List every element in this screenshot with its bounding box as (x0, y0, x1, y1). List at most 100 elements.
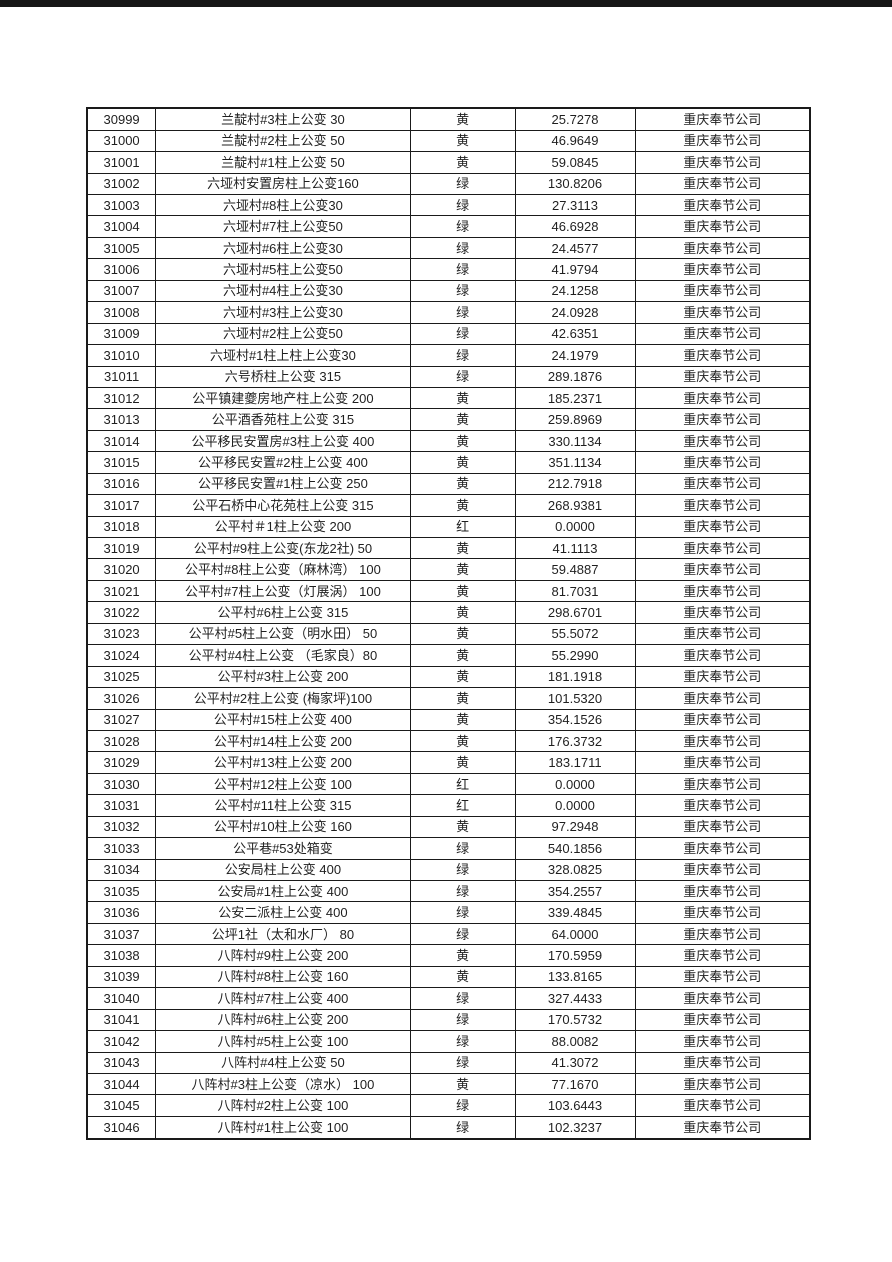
company-cell: 重庆奉节公司 (634, 922, 811, 946)
name-cell: 八阵村#1柱上公变 100 (155, 1115, 411, 1140)
status-cell: 绿 (409, 215, 516, 238)
id-cell: 31031 (86, 794, 157, 817)
value-cell: 55.2990 (514, 644, 636, 667)
table-row: 31046 八阵村#1柱上公变 100 绿 102.3237 重庆奉节公司 (86, 1115, 811, 1140)
table-row: 31032 公平村#10柱上公变 160 黄 97.2948 重庆奉节公司 (86, 815, 811, 839)
status-cell: 绿 (409, 1094, 516, 1117)
table-row: 31009 六垭村#2柱上公变50 绿 42.6351 重庆奉节公司 (86, 322, 811, 346)
table-row: 31027 公平村#15柱上公变 400 黄 354.1526 重庆奉节公司 (86, 708, 811, 731)
status-cell: 黄 (409, 558, 516, 581)
value-cell: 298.6701 (514, 601, 636, 624)
name-cell: 公平巷#53处箱变 (155, 837, 411, 860)
table-row: 31011 六号桥柱上公变 315 绿 289.1876 重庆奉节公司 (86, 365, 811, 388)
table-row: 31001 兰靛村#1柱上公变 50 黄 59.0845 重庆奉节公司 (86, 151, 811, 174)
id-cell: 31025 (86, 665, 157, 689)
id-cell: 31034 (86, 858, 157, 882)
company-cell: 重庆奉节公司 (634, 107, 811, 131)
table-row: 31016 公平移民安置#1柱上公变 250 黄 212.7918 重庆奉节公司 (86, 472, 811, 496)
status-cell: 黄 (409, 1072, 516, 1096)
company-cell: 重庆奉节公司 (634, 815, 811, 839)
value-cell: 59.4887 (514, 558, 636, 581)
table-row: 31013 公平酒香苑柱上公变 315 黄 259.8969 重庆奉节公司 (86, 408, 811, 431)
table-row: 31019 公平村#9柱上公变(东龙2社) 50 黄 41.1113 重庆奉节公司 (86, 537, 811, 560)
value-cell: 41.9794 (514, 258, 636, 281)
company-cell: 重庆奉节公司 (634, 258, 811, 281)
company-cell: 重庆奉节公司 (634, 279, 811, 303)
value-cell: 133.8165 (514, 965, 636, 989)
table-row: 31015 公平移民安置#2柱上公变 400 黄 351.1134 重庆奉节公司 (86, 451, 811, 474)
company-cell: 重庆奉节公司 (634, 1051, 811, 1074)
value-cell: 24.1979 (514, 344, 636, 367)
status-cell: 绿 (409, 344, 516, 367)
status-cell: 红 (409, 794, 516, 817)
table-row: 31033 公平巷#53处箱变绿 540.1856 重庆奉节公司 (86, 837, 811, 860)
value-cell: 46.9649 (514, 129, 636, 153)
value-cell: 25.7278 (514, 107, 636, 131)
table-row: 31004 六垭村#7柱上公变50 绿 46.6928 重庆奉节公司 (86, 215, 811, 238)
id-cell: 31010 (86, 344, 157, 367)
status-cell: 黄 (409, 751, 516, 774)
company-cell: 重庆奉节公司 (634, 386, 811, 410)
table-row: 31042 八阵村#5柱上公变 100 绿 88.0082 重庆奉节公司 (86, 1030, 811, 1053)
id-cell: 31003 (86, 194, 157, 217)
table-row: 31030 公平村#12柱上公变 100 红 0.0000 重庆奉节公司 (86, 772, 811, 796)
value-cell: 55.5072 (514, 622, 636, 646)
company-cell: 重庆奉节公司 (634, 622, 811, 646)
id-cell: 31037 (86, 922, 157, 946)
status-cell: 绿 (409, 322, 516, 346)
company-cell: 重庆奉节公司 (634, 880, 811, 903)
table-row: 31034 公安局柱上公变 400 绿 328.0825 重庆奉节公司 (86, 858, 811, 882)
table-row: 31022 公平村#6柱上公变 315 黄 298.6701 重庆奉节公司 (86, 601, 811, 624)
status-cell: 绿 (409, 987, 516, 1010)
table-row: 31023 公平村#5柱上公变（明水田） 50 黄 55.5072 重庆奉节公司 (86, 622, 811, 646)
status-cell: 黄 (409, 429, 516, 453)
company-cell: 重庆奉节公司 (634, 944, 811, 967)
status-cell: 黄 (409, 729, 516, 753)
id-cell: 31011 (86, 365, 157, 388)
status-cell: 黄 (409, 815, 516, 839)
status-cell: 黄 (409, 386, 516, 410)
value-cell: 24.4577 (514, 236, 636, 260)
table-row: 31002 六垭村安置房柱上公变160 绿 130.8206 重庆奉节公司 (86, 172, 811, 196)
table-row: 31041 八阵村#6柱上公变 200 绿 170.5732 重庆奉节公司 (86, 1008, 811, 1032)
status-cell: 绿 (409, 172, 516, 196)
id-cell: 31006 (86, 258, 157, 281)
status-cell: 黄 (409, 622, 516, 646)
status-cell: 绿 (409, 236, 516, 260)
name-cell: 八阵村#3柱上公变（凉水） 100 (155, 1072, 411, 1096)
id-cell: 31027 (86, 708, 157, 731)
name-cell: 八阵村#7柱上公变 400 (155, 987, 411, 1010)
value-cell: 354.2557 (514, 880, 636, 903)
company-cell: 重庆奉节公司 (634, 901, 811, 924)
name-cell: 公平酒香苑柱上公变 315 (155, 408, 411, 431)
name-cell: 六垭村#4柱上公变30 (155, 279, 411, 303)
id-cell: 31029 (86, 751, 157, 774)
value-cell: 27.3113 (514, 194, 636, 217)
id-cell: 31019 (86, 537, 157, 560)
id-cell: 31043 (86, 1051, 157, 1074)
value-cell: 212.7918 (514, 472, 636, 496)
name-cell: 公平村#5柱上公变（明水田） 50 (155, 622, 411, 646)
company-cell: 重庆奉节公司 (634, 837, 811, 860)
company-cell: 重庆奉节公司 (634, 1008, 811, 1032)
value-cell: 130.8206 (514, 172, 636, 196)
name-cell: 公坪1社（太和水厂） 80 (155, 922, 411, 946)
company-cell: 重庆奉节公司 (634, 644, 811, 667)
table-row: 31040 八阵村#7柱上公变 400 绿 327.4433 重庆奉节公司 (86, 987, 811, 1010)
status-cell: 绿 (409, 194, 516, 217)
name-cell: 公平村＃1柱上公变 200 (155, 515, 411, 539)
name-cell: 八阵村#4柱上公变 50 (155, 1051, 411, 1074)
name-cell: 公平村#6柱上公变 315 (155, 601, 411, 624)
name-cell: 公平移民安置房#3柱上公变 400 (155, 429, 411, 453)
status-cell: 绿 (409, 1051, 516, 1074)
company-cell: 重庆奉节公司 (634, 472, 811, 496)
company-cell: 重庆奉节公司 (634, 408, 811, 431)
company-cell: 重庆奉节公司 (634, 1030, 811, 1053)
status-cell: 绿 (409, 837, 516, 860)
id-cell: 31033 (86, 837, 157, 860)
name-cell: 公平村#10柱上公变 160 (155, 815, 411, 839)
status-cell: 绿 (409, 301, 516, 324)
table-row: 31029 公平村#13柱上公变 200 黄 183.1711 重庆奉节公司 (86, 751, 811, 774)
value-cell: 327.4433 (514, 987, 636, 1010)
value-cell: 88.0082 (514, 1030, 636, 1053)
